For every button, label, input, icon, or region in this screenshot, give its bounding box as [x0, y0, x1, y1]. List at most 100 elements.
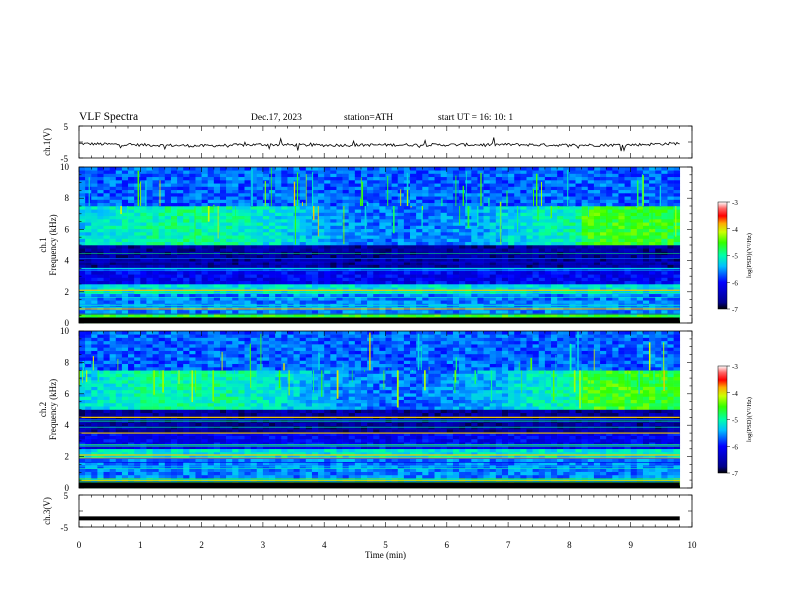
ch1-spectrogram-cell [501, 180, 509, 184]
ch1-spectrogram-cell [434, 219, 441, 223]
ch1-spectrogram-cell [440, 183, 448, 187]
ch1-spectrogram-cell [170, 215, 178, 220]
ch1-spectrogram-cell [526, 212, 533, 217]
ch1-spectrogram-cell [269, 193, 276, 197]
ch1-spectrogram-cell [477, 222, 484, 226]
ch1-spectrogram-cell [121, 222, 129, 226]
ch1-spectrogram-cell [655, 290, 662, 295]
ch1-spectrogram-cell [79, 293, 86, 298]
ch1-spectrogram-cell [624, 222, 631, 226]
ch1-spectrogram-cell [612, 287, 619, 291]
ch1-spectrogram-cell [673, 193, 681, 197]
ch1-spectrogram-cell [471, 186, 478, 191]
ch1-spectrogram-cell [532, 267, 540, 272]
ch1-spectrogram-cell [293, 310, 300, 314]
ch1-spectrogram-cell [269, 225, 276, 230]
ch2-spectrogram-cell [79, 337, 86, 342]
ch1-spectrogram-cell [618, 176, 625, 181]
ch1-spectrogram-cell [348, 264, 356, 269]
ch1-spectrogram-cell [416, 238, 423, 243]
ch1-spectrogram-cell [508, 209, 515, 213]
ch1-spectrogram-cell [293, 173, 300, 178]
ch1-spectrogram-cell [649, 280, 656, 285]
ch1-spectrogram-cell [103, 186, 110, 191]
ch1-spectrogram-cell [158, 261, 166, 265]
ch1-spectrogram-cell [269, 202, 276, 207]
ch1-spectrogram-cell [360, 228, 368, 233]
ch1-spectrogram-cell [459, 215, 466, 220]
ch2-spectrogram-cell [79, 435, 86, 440]
ch1-spectrogram-cell [305, 193, 313, 197]
ch1-spectrogram-cell [642, 248, 650, 252]
ch1-spectrogram-cell [121, 180, 129, 184]
ch1-spectrogram-cell [569, 219, 576, 223]
ch1-spectrogram-cell [551, 241, 558, 246]
ch1-spectrogram-cell [128, 277, 135, 282]
ch1-spectrogram-cell [465, 261, 472, 265]
ch1-spectrogram-cell [391, 186, 399, 191]
ch1-spectrogram-cell [642, 193, 650, 197]
ch1-spectrogram-cell [373, 173, 380, 178]
ch1-spectrogram-cell [618, 225, 625, 230]
ch1-spectrogram-cell [91, 274, 98, 278]
ch1-spectrogram-cell [544, 300, 552, 304]
ch1-spectrogram-cell [538, 310, 546, 314]
ch1-spectrogram-cell [465, 241, 472, 246]
ch1-spectrogram-cell [354, 219, 362, 223]
ch1-spectrogram-cell [79, 199, 86, 204]
ch1-spectrogram-cell [501, 215, 509, 220]
ch1-spectrogram-cell [593, 170, 601, 174]
ch1-spectrogram-cell [575, 271, 582, 275]
ch1-spectrogram-cell [655, 199, 662, 204]
ch1-spectrogram-cell [410, 300, 417, 304]
ch1-spectrogram-cell [612, 274, 619, 278]
ch1-spectrogram-cell [134, 196, 141, 200]
ch1-spectrogram-cell [667, 209, 674, 213]
ch1-spectrogram-cell [226, 277, 233, 282]
ch1-spectrogram-cell [379, 189, 386, 194]
ch1-spectrogram-cell [446, 267, 454, 272]
ch1-spectrogram-cell [544, 209, 552, 213]
ch1-spectrogram-cell [219, 170, 227, 174]
ch1-spectrogram-cell [256, 228, 264, 233]
ch1-spectrogram-cell [256, 209, 264, 213]
ch2-spectrogram-cell [85, 412, 92, 417]
ch1-spectrogram-cell [109, 241, 117, 246]
ch1-spectrogram-cell [281, 167, 288, 171]
ch1-spectrogram-cell [360, 189, 368, 194]
ch1-spectrogram-cell [434, 241, 441, 246]
ch1-spectrogram-cell [655, 241, 662, 246]
ch1-spectrogram-cell [85, 199, 92, 204]
ch2-spectrogram-cell [85, 438, 92, 443]
ch1-spectrogram-cell [250, 241, 258, 246]
ch1-spectrogram-cell [624, 238, 631, 243]
ch1-spectrogram-cell [489, 189, 497, 194]
ch1-spectrogram-cell [587, 202, 595, 207]
ch1-spectrogram-cell [170, 202, 178, 207]
ch1-spectrogram-cell [526, 202, 533, 207]
ch1-spectrogram-cell [269, 267, 276, 272]
ch1-spectrogram-cell [79, 245, 86, 249]
ch1-spectrogram-cell [262, 264, 270, 269]
ch2-spectrogram-cell [97, 452, 104, 456]
ch1-spectrogram-cell [275, 176, 282, 181]
ch1-spectrogram-cell [642, 196, 650, 200]
ch1-spectrogram-cell [434, 300, 441, 304]
ch1-spectrogram-cell [342, 245, 350, 249]
ch2-spectrogram-cell [79, 331, 86, 335]
ch1-spectrogram-cell [134, 271, 141, 275]
ch1-spectrogram-cell [226, 206, 233, 210]
ch1-spectrogram-cell [128, 170, 135, 174]
ch1-spectrogram-cell [152, 225, 159, 230]
ch1-spectrogram-cell [164, 290, 172, 295]
ch1-spectrogram-cell [311, 196, 319, 200]
ch2-spectrogram-cell [97, 412, 104, 417]
ch1-spectrogram-cell [299, 235, 307, 239]
ch1-spectrogram-cell [428, 183, 435, 187]
ch1-spectrogram-cell [360, 180, 368, 184]
ch1-spectrogram-cell [250, 310, 258, 314]
ch1-spectrogram-cell [158, 189, 166, 194]
ch1-spectrogram-cell [336, 264, 343, 269]
ch1-spectrogram-cell [128, 183, 135, 187]
ch1-spectrogram-cell [189, 297, 196, 301]
